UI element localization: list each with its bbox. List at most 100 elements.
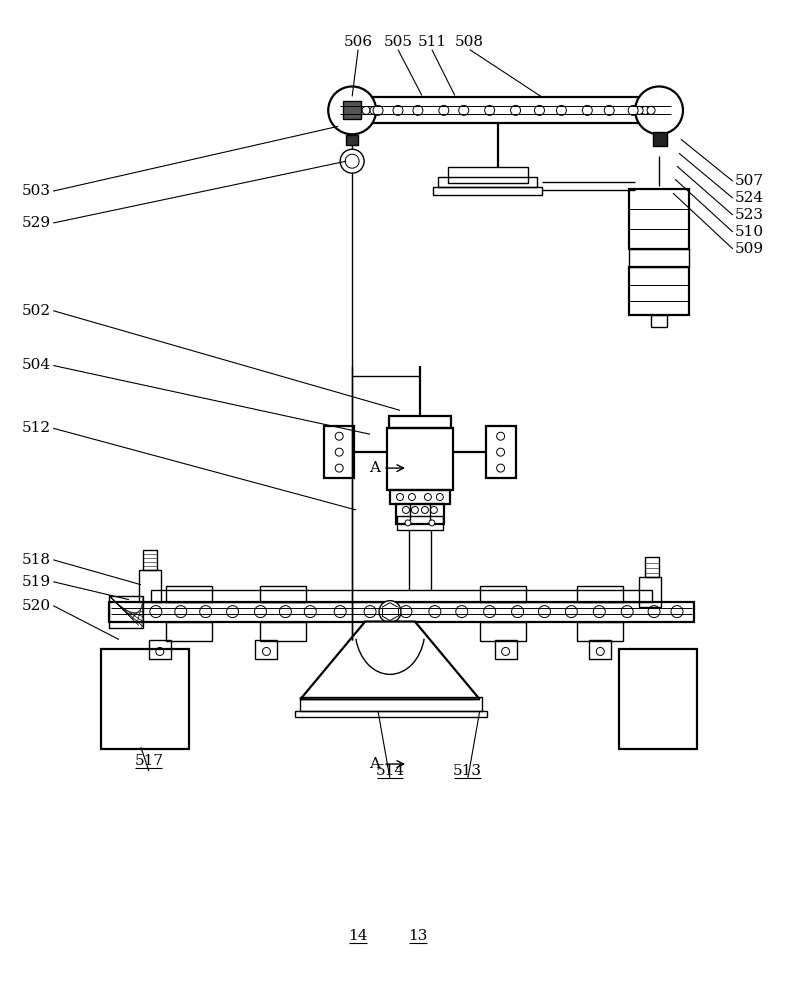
Circle shape — [364, 606, 376, 618]
Bar — [343, 101, 361, 119]
Bar — [653, 132, 667, 146]
Bar — [577, 622, 623, 641]
Bar — [629, 249, 689, 267]
Circle shape — [156, 647, 164, 655]
Text: 529: 529 — [22, 216, 51, 230]
Text: 517: 517 — [134, 754, 163, 768]
Circle shape — [647, 106, 655, 114]
Bar — [343, 101, 361, 119]
Bar — [109, 596, 143, 628]
Bar — [629, 267, 689, 315]
Text: 524: 524 — [735, 191, 764, 205]
Circle shape — [403, 506, 410, 513]
Bar — [261, 586, 306, 602]
Circle shape — [175, 606, 187, 618]
Circle shape — [335, 464, 343, 472]
Circle shape — [340, 149, 364, 173]
Circle shape — [279, 606, 291, 618]
Bar — [166, 622, 212, 641]
Text: 504: 504 — [22, 358, 51, 372]
Circle shape — [362, 106, 370, 114]
Circle shape — [254, 606, 266, 618]
Circle shape — [429, 520, 435, 526]
Circle shape — [604, 105, 614, 115]
Text: 518: 518 — [22, 553, 51, 567]
Text: A: A — [370, 757, 381, 771]
Circle shape — [335, 432, 343, 440]
Text: 14: 14 — [349, 929, 368, 943]
Circle shape — [334, 606, 346, 618]
Bar — [396, 504, 444, 524]
Circle shape — [400, 606, 412, 618]
Circle shape — [429, 606, 441, 618]
Circle shape — [635, 106, 643, 114]
Circle shape — [436, 494, 444, 500]
Circle shape — [648, 606, 660, 618]
Bar — [590, 640, 612, 659]
Bar — [433, 187, 542, 195]
Bar — [143, 550, 157, 570]
Bar — [639, 577, 661, 607]
Circle shape — [635, 86, 683, 134]
Text: 523: 523 — [735, 208, 764, 222]
Bar — [480, 586, 525, 602]
Circle shape — [456, 606, 468, 618]
Bar — [486, 426, 516, 478]
Circle shape — [150, 606, 162, 618]
Bar — [651, 315, 667, 327]
Circle shape — [671, 606, 683, 618]
Bar — [629, 189, 689, 249]
Bar — [346, 135, 358, 145]
Bar — [151, 590, 652, 602]
Circle shape — [199, 606, 212, 618]
Bar — [447, 167, 528, 183]
Circle shape — [345, 154, 359, 168]
Text: 514: 514 — [375, 764, 404, 778]
Text: 507: 507 — [735, 174, 764, 188]
Text: 505: 505 — [384, 35, 412, 49]
Circle shape — [628, 105, 638, 115]
Bar — [261, 622, 306, 641]
Circle shape — [413, 105, 423, 115]
Bar — [139, 570, 161, 602]
Circle shape — [641, 106, 649, 114]
Bar — [390, 490, 450, 504]
Circle shape — [227, 606, 239, 618]
Text: 508: 508 — [455, 35, 484, 49]
Circle shape — [373, 105, 383, 115]
Circle shape — [497, 448, 505, 456]
Polygon shape — [301, 622, 480, 699]
Bar — [438, 177, 538, 187]
Circle shape — [535, 105, 545, 115]
Bar — [255, 640, 277, 659]
Bar — [166, 586, 212, 602]
Text: 510: 510 — [735, 225, 764, 239]
Circle shape — [557, 105, 567, 115]
Circle shape — [621, 606, 633, 618]
Bar — [653, 132, 667, 146]
Circle shape — [512, 606, 524, 618]
Circle shape — [305, 606, 316, 618]
Circle shape — [262, 647, 271, 655]
Text: 506: 506 — [344, 35, 373, 49]
Circle shape — [593, 606, 605, 618]
Bar — [495, 640, 517, 659]
Bar — [109, 602, 694, 622]
Circle shape — [539, 606, 550, 618]
Bar — [389, 416, 451, 428]
Circle shape — [497, 464, 505, 472]
Bar — [101, 649, 188, 749]
Bar — [397, 516, 443, 530]
Circle shape — [484, 606, 495, 618]
Text: 519: 519 — [22, 575, 51, 589]
Circle shape — [510, 105, 520, 115]
Bar — [387, 428, 453, 490]
Circle shape — [422, 506, 429, 513]
Text: 503: 503 — [22, 184, 51, 198]
Circle shape — [411, 506, 418, 513]
Bar — [480, 622, 525, 641]
Text: 513: 513 — [453, 764, 482, 778]
Bar — [301, 697, 482, 711]
Circle shape — [582, 105, 593, 115]
Circle shape — [458, 105, 469, 115]
